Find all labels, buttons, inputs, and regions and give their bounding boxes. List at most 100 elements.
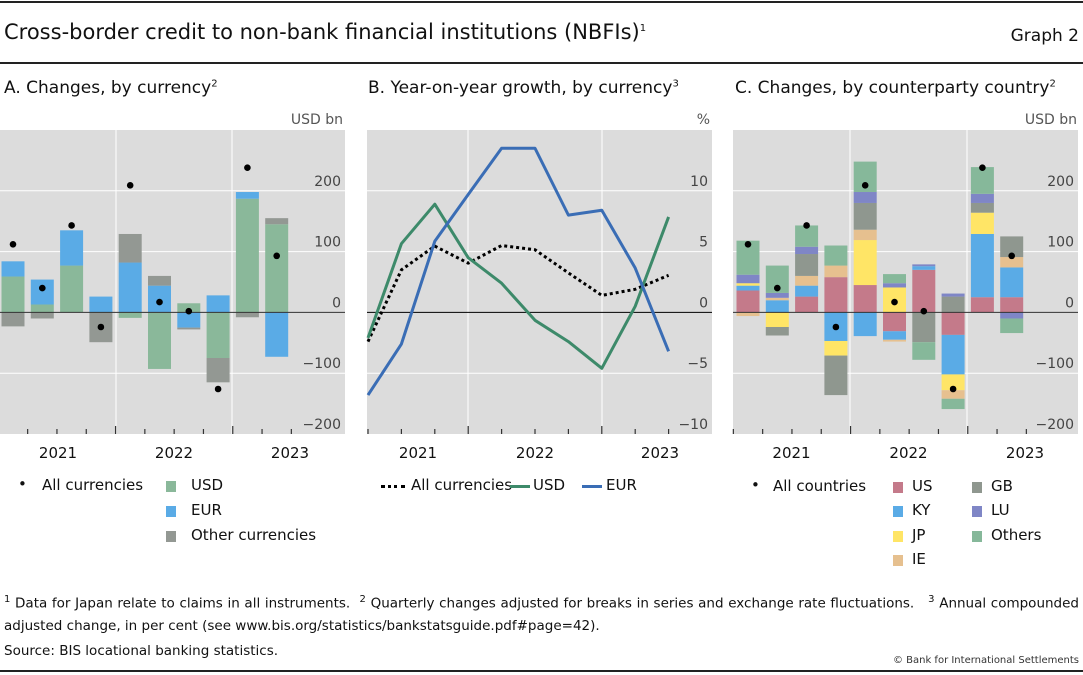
bar-eur [206,295,230,313]
legend-c-others-label: Others [991,526,1042,544]
panel-a: −200 −100 0 100 200 2021 2022 2023 [0,130,345,462]
y-tick-label: 0 [332,295,341,311]
bar-ky [1000,267,1024,298]
total-dot [861,182,869,189]
legend-a-eur-swatch [166,506,176,517]
bar-ie [883,339,906,342]
bar-other-currencies [148,275,171,286]
legend-c-gb-swatch [972,482,982,493]
line-usd [366,202,671,370]
legend-c-us-label: US [912,477,933,495]
legend-c-us-swatch [893,482,903,493]
x-year-label: 2022 [516,444,554,462]
total-dot [126,182,134,189]
legend-a-usd-swatch [166,481,176,492]
total-dot [949,385,957,393]
total-dot [214,385,222,393]
panel-a-note: 2 [211,78,218,90]
x-year-label: 2023 [641,444,679,462]
y-tick-label: 0 [1065,295,1074,311]
bar-eur [118,262,142,313]
bar-ie [765,297,789,301]
y-tick-label: −200 [1036,417,1074,433]
bar-jp [736,283,760,286]
bar-gb [912,312,936,343]
bar-jp [970,212,994,234]
source-note: Source: BIS locational banking statistic… [4,643,279,659]
bar-ky [736,285,760,291]
y-tick-label: −100 [303,356,341,372]
bar-ie [736,312,760,317]
legend-c-ky-swatch [893,506,903,517]
legend-c-all-dot: • [751,476,760,494]
bar-others [941,398,965,410]
title-footnote-ref: 1 [639,23,647,34]
bar-lu [941,293,965,297]
bar-us [941,312,965,335]
bar-gb [795,254,819,276]
y-tick-label: 100 [1047,235,1074,251]
bar-others [912,342,936,360]
footnote-3: Annual compounded adjusted change, in pe… [4,595,1079,634]
total-dot [244,164,251,171]
footnote-1-marker: 1 [4,594,11,605]
x-year-label: 2022 [889,444,927,462]
top-rule [0,1,1083,3]
bar-usd [206,312,230,358]
x-year-label: 2023 [271,444,309,462]
bar-lu [795,246,819,255]
legend-b-usd-label: USD [533,476,566,494]
bar-us [736,290,760,313]
x-year-label: 2021 [772,444,810,462]
bar-ie [795,275,819,286]
bar-usd [148,312,171,369]
bar-us [1000,297,1024,313]
legend-a-other-label: Other currencies [191,526,317,544]
total-dot [891,298,898,306]
bar-eur [89,296,113,313]
legend-c-jp-swatch [893,531,903,542]
bar-ie [941,390,965,399]
panel-b-title: B. Year-on-year growth, by currency3 [368,78,679,98]
panel-c: −200 −100 0 100 200 2021 2022 2023 [732,130,1078,462]
bar-lu [883,283,906,288]
legend-c-others-swatch [972,531,982,542]
bar-usd [30,304,54,313]
bar-lu [1000,312,1024,319]
bar-eur [265,312,289,357]
bar-lu [912,264,936,267]
y-tick-label: −100 [1036,356,1074,372]
bar-others [883,274,906,284]
total-dot [1008,252,1015,260]
bar-others [795,225,819,247]
bar-gb [765,326,789,336]
bar-other-currencies [206,358,230,383]
panel-b-title-text: B. Year-on-year growth, by currency [368,78,673,98]
bar-usd [265,224,289,313]
x-year-label: 2023 [1006,444,1044,462]
bar-gb [970,202,994,213]
bar-lu [970,193,994,203]
y-tick-label: 100 [314,235,341,251]
panel-a-title: A. Changes, by currency2 [4,78,218,98]
legend-c-all-label: All countries [773,477,867,495]
bar-ky [853,312,877,337]
total-dot [774,284,781,292]
bar-other-currencies [30,312,54,319]
panel-b-unit: % [696,112,710,128]
total-dot [744,241,752,248]
total-dot [832,323,840,331]
bar-others [970,167,994,194]
bar-eur [177,312,201,328]
bar-other-currencies [1,312,25,327]
panel-b: −10 −5 0 5 10 2021 2022 2023 [366,130,712,462]
bar-gb [824,355,848,396]
panel-a-unit: USD bn [290,112,343,128]
legend-c-lu-swatch [972,506,982,517]
bar-others [853,161,877,193]
panel-c-unit: USD bn [1024,112,1077,128]
total-dot [185,307,193,315]
legend-a-all-dot: • [18,475,27,493]
footnote-2-marker: 2 [359,594,366,605]
copyright: © Bank for International Settlements [892,655,1079,666]
